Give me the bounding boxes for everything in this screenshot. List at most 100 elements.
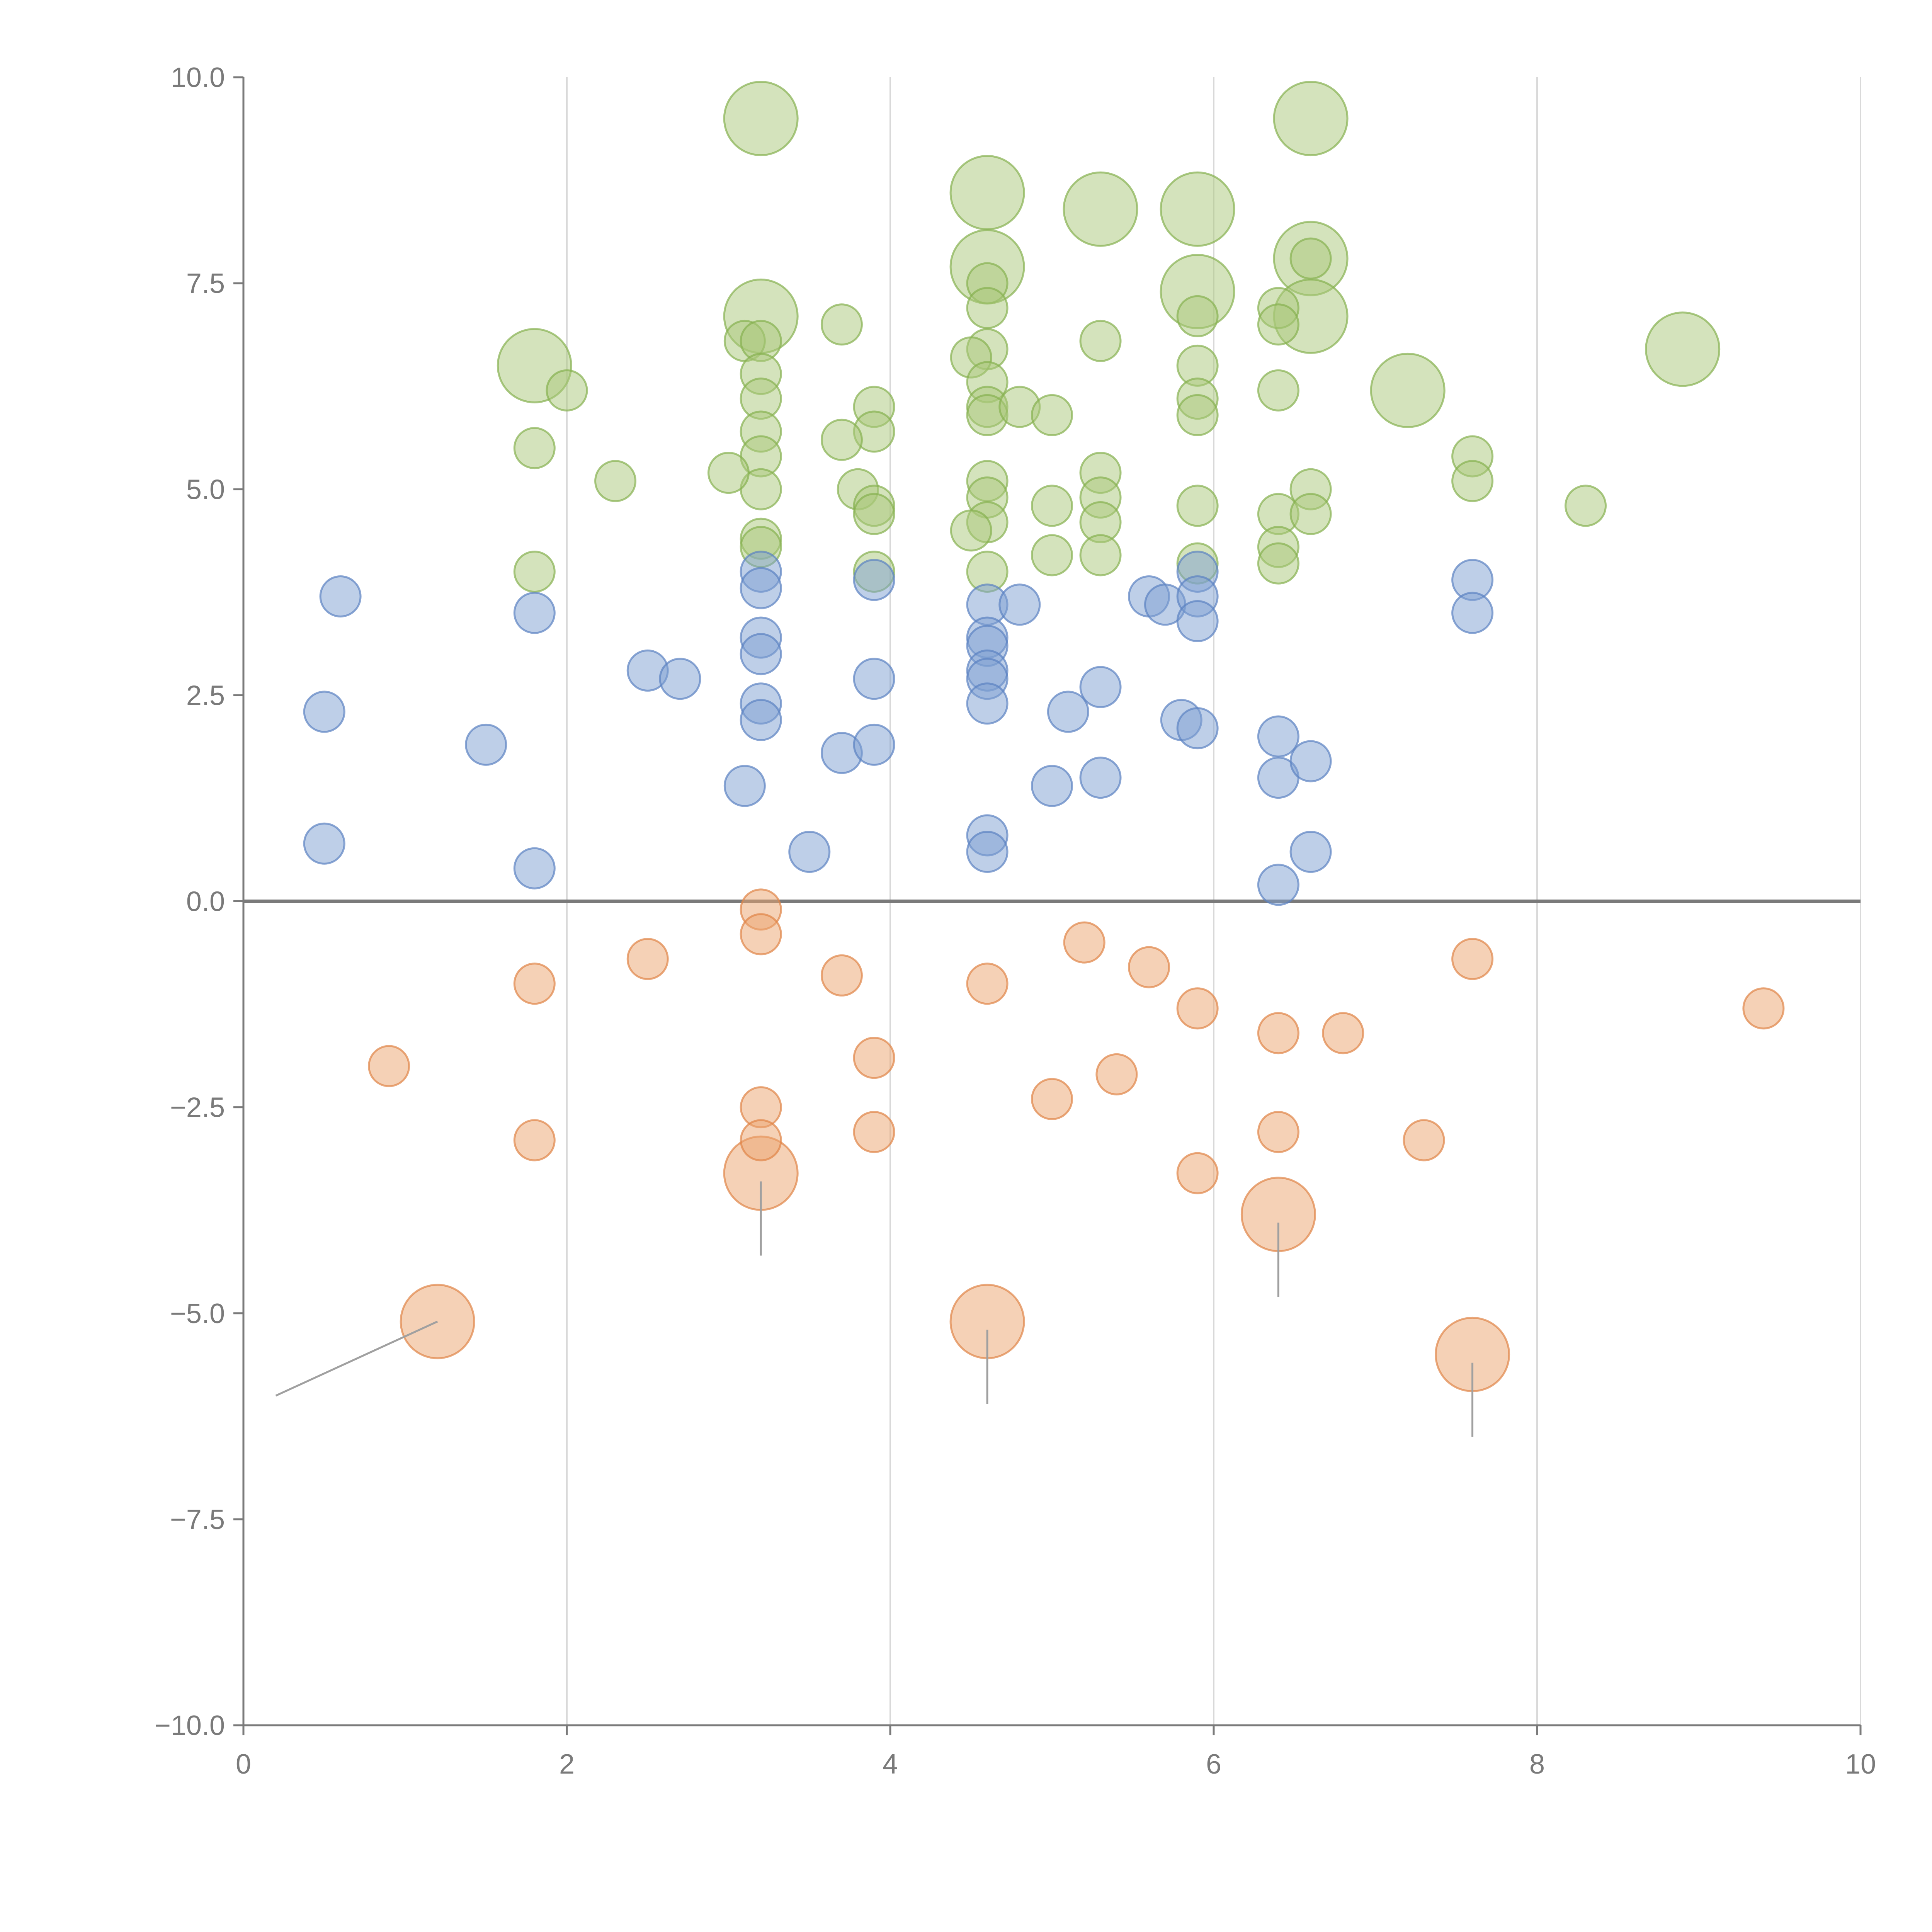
point-green-60 bbox=[1176, 485, 1219, 527]
point-orange-20 bbox=[1031, 1078, 1073, 1120]
point-green-49 bbox=[1079, 320, 1122, 362]
point-orange-18 bbox=[1128, 946, 1170, 988]
leader-line-0 bbox=[275, 1320, 438, 1397]
y-tick-label-5: −2.5 bbox=[170, 1092, 225, 1123]
point-orange-9 bbox=[368, 1045, 410, 1087]
point-blue-29 bbox=[1031, 765, 1073, 807]
y-tick-label-4: 0.0 bbox=[186, 886, 225, 917]
point-blue-12 bbox=[740, 633, 782, 675]
point-green-63 bbox=[1257, 303, 1299, 346]
point-green-64 bbox=[1257, 369, 1299, 412]
point-green-39 bbox=[820, 418, 863, 461]
point-green-72 bbox=[1451, 460, 1494, 502]
point-blue-42 bbox=[1289, 740, 1332, 782]
point-green-42 bbox=[853, 493, 895, 535]
point-green-11 bbox=[1370, 352, 1446, 428]
point-blue-7 bbox=[659, 658, 701, 700]
point-green-1 bbox=[1273, 81, 1349, 156]
point-green-12 bbox=[1645, 311, 1721, 387]
point-blue-18 bbox=[853, 658, 895, 700]
point-orange-13 bbox=[853, 1111, 895, 1153]
point-orange-6 bbox=[740, 913, 782, 956]
point-blue-0 bbox=[319, 575, 362, 617]
point-orange-28 bbox=[1742, 987, 1785, 1030]
point-blue-4 bbox=[513, 592, 556, 634]
point-orange-15 bbox=[740, 1119, 782, 1162]
point-orange-21 bbox=[1095, 1053, 1138, 1095]
point-green-67 bbox=[1289, 493, 1332, 535]
y-tick-label-3: 2.5 bbox=[186, 680, 225, 711]
point-orange-19 bbox=[1176, 987, 1219, 1030]
point-blue-5 bbox=[513, 847, 556, 889]
point-orange-27 bbox=[1403, 1119, 1445, 1162]
point-green-2 bbox=[949, 155, 1025, 231]
point-orange-7 bbox=[626, 938, 669, 980]
point-orange-10 bbox=[513, 1119, 556, 1162]
point-blue-43 bbox=[1257, 864, 1299, 906]
point-green-21 bbox=[707, 452, 750, 494]
y-tick-label-8: −10.0 bbox=[155, 1710, 225, 1741]
point-green-47 bbox=[513, 551, 556, 593]
point-orange-23 bbox=[1322, 1012, 1364, 1054]
point-green-54 bbox=[1031, 485, 1073, 527]
point-orange-11 bbox=[820, 954, 863, 997]
point-blue-21 bbox=[998, 583, 1041, 626]
point-blue-19 bbox=[853, 559, 895, 601]
point-green-45 bbox=[513, 427, 556, 469]
point-blue-17 bbox=[853, 723, 895, 766]
y-tick-label-7: −7.5 bbox=[170, 1504, 225, 1535]
point-blue-2 bbox=[303, 822, 345, 865]
y-tick-label-0: 10.0 bbox=[171, 62, 225, 93]
point-orange-17 bbox=[1063, 921, 1105, 964]
point-blue-40 bbox=[1257, 715, 1299, 758]
point-blue-38 bbox=[1176, 600, 1219, 642]
y-tick-label-1: 7.5 bbox=[186, 268, 225, 299]
x-tick-label-2: 4 bbox=[883, 1749, 898, 1780]
x-tick-label-5: 10 bbox=[1845, 1749, 1876, 1780]
point-green-25 bbox=[966, 287, 1009, 329]
point-orange-22 bbox=[1257, 1012, 1299, 1054]
point-green-0 bbox=[723, 81, 799, 156]
point-orange-16 bbox=[966, 963, 1009, 1005]
point-blue-8 bbox=[723, 765, 766, 807]
point-green-3 bbox=[1063, 171, 1138, 247]
point-green-56 bbox=[1176, 295, 1219, 337]
point-green-55 bbox=[1031, 534, 1073, 577]
point-green-73 bbox=[1565, 485, 1607, 527]
point-blue-3 bbox=[465, 723, 507, 766]
point-green-59 bbox=[1176, 394, 1219, 436]
point-green-46 bbox=[594, 460, 637, 502]
point-orange-8 bbox=[513, 963, 556, 1005]
point-green-35 bbox=[950, 509, 992, 552]
point-blue-44 bbox=[1289, 831, 1332, 873]
leader-lines bbox=[275, 1181, 1474, 1437]
point-green-69 bbox=[1257, 542, 1299, 585]
point-blue-31 bbox=[1079, 666, 1122, 708]
point-blue-14 bbox=[740, 699, 782, 741]
point-green-53 bbox=[1079, 534, 1122, 577]
x-tick-label-3: 6 bbox=[1206, 1749, 1221, 1780]
y-tick-label-2: 5.0 bbox=[186, 474, 225, 505]
x-tick-label-4: 8 bbox=[1529, 1749, 1545, 1780]
point-green-4 bbox=[1160, 171, 1235, 247]
point-blue-10 bbox=[740, 567, 782, 609]
point-orange-12 bbox=[853, 1037, 895, 1079]
point-blue-28 bbox=[966, 831, 1009, 873]
point-orange-25 bbox=[1176, 1152, 1219, 1194]
x-tick-label-0: 0 bbox=[236, 1749, 251, 1780]
point-blue-1 bbox=[303, 690, 345, 733]
axes: 10.0 7.5 5.0 2.5 0.0 −2.5 −5.0 −7.5 −10.0 0 2 4 6 8 10 bbox=[155, 62, 1876, 1780]
point-blue-32 bbox=[1079, 757, 1122, 799]
point-blue-15 bbox=[788, 831, 831, 873]
point-orange-24 bbox=[1257, 1111, 1299, 1153]
point-green-70 bbox=[1289, 237, 1332, 280]
point-blue-30 bbox=[1047, 690, 1089, 733]
y-tick-label-6: −5.0 bbox=[170, 1298, 225, 1329]
point-blue-26 bbox=[966, 682, 1009, 725]
point-green-48 bbox=[1031, 394, 1073, 436]
point-green-44 bbox=[546, 369, 588, 412]
data-points bbox=[303, 81, 1785, 1392]
x-tick-label-1: 2 bbox=[559, 1749, 575, 1780]
